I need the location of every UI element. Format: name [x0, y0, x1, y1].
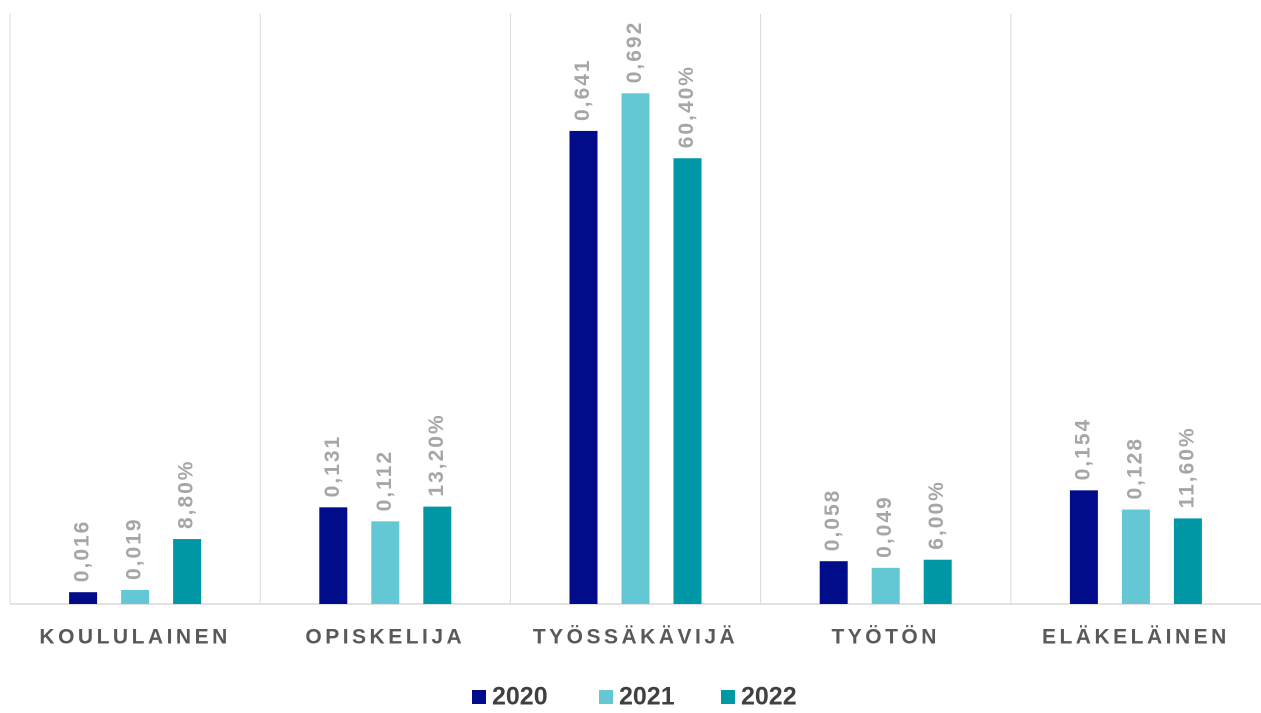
value-label: 6,00% [925, 480, 948, 550]
bar [819, 561, 848, 604]
bar [569, 130, 598, 604]
legend-label: 2021 [619, 683, 675, 711]
bar [371, 521, 400, 604]
legend-swatch [599, 690, 613, 704]
x-tick-label: ELÄKELÄINEN [1042, 626, 1230, 649]
x-tick-label: KOULULAINEN [39, 626, 230, 649]
bar [69, 592, 98, 604]
value-label: 13,20% [425, 413, 448, 496]
value-label: 11,60% [1175, 426, 1198, 508]
value-label: 0,112 [373, 450, 396, 511]
value-label: 8,80% [175, 460, 198, 530]
bar [423, 506, 452, 604]
legend-swatch [472, 690, 486, 704]
bar [923, 559, 952, 604]
x-tick-label: TYÖTÖN [831, 626, 940, 649]
value-label: 0,641 [571, 58, 594, 121]
x-tick-label: TYÖSSÄKÄVIJÄ [533, 626, 738, 649]
bar [871, 567, 900, 604]
value-label: 60,40% [675, 65, 698, 148]
bar [1173, 518, 1202, 604]
value-label: 0,049 [873, 495, 896, 558]
legend-label: 2022 [741, 683, 797, 711]
value-label: 0,058 [821, 489, 844, 552]
value-label: 0,016 [71, 520, 94, 583]
bar [319, 507, 348, 604]
x-tick-label: OPISKELIJA [305, 626, 465, 649]
bar [1069, 490, 1098, 604]
value-label: 0,154 [1071, 418, 1094, 481]
bar [621, 93, 650, 604]
value-label: 0,128 [1123, 437, 1146, 500]
legend-label: 2020 [492, 683, 548, 711]
bar [173, 539, 202, 604]
value-label: 0,692 [623, 21, 646, 84]
legend-swatch [721, 690, 735, 704]
bar [673, 158, 702, 605]
value-label: 0,019 [123, 517, 146, 580]
value-label: 0,131 [321, 435, 344, 498]
bar [121, 589, 150, 604]
bar [1121, 509, 1150, 604]
